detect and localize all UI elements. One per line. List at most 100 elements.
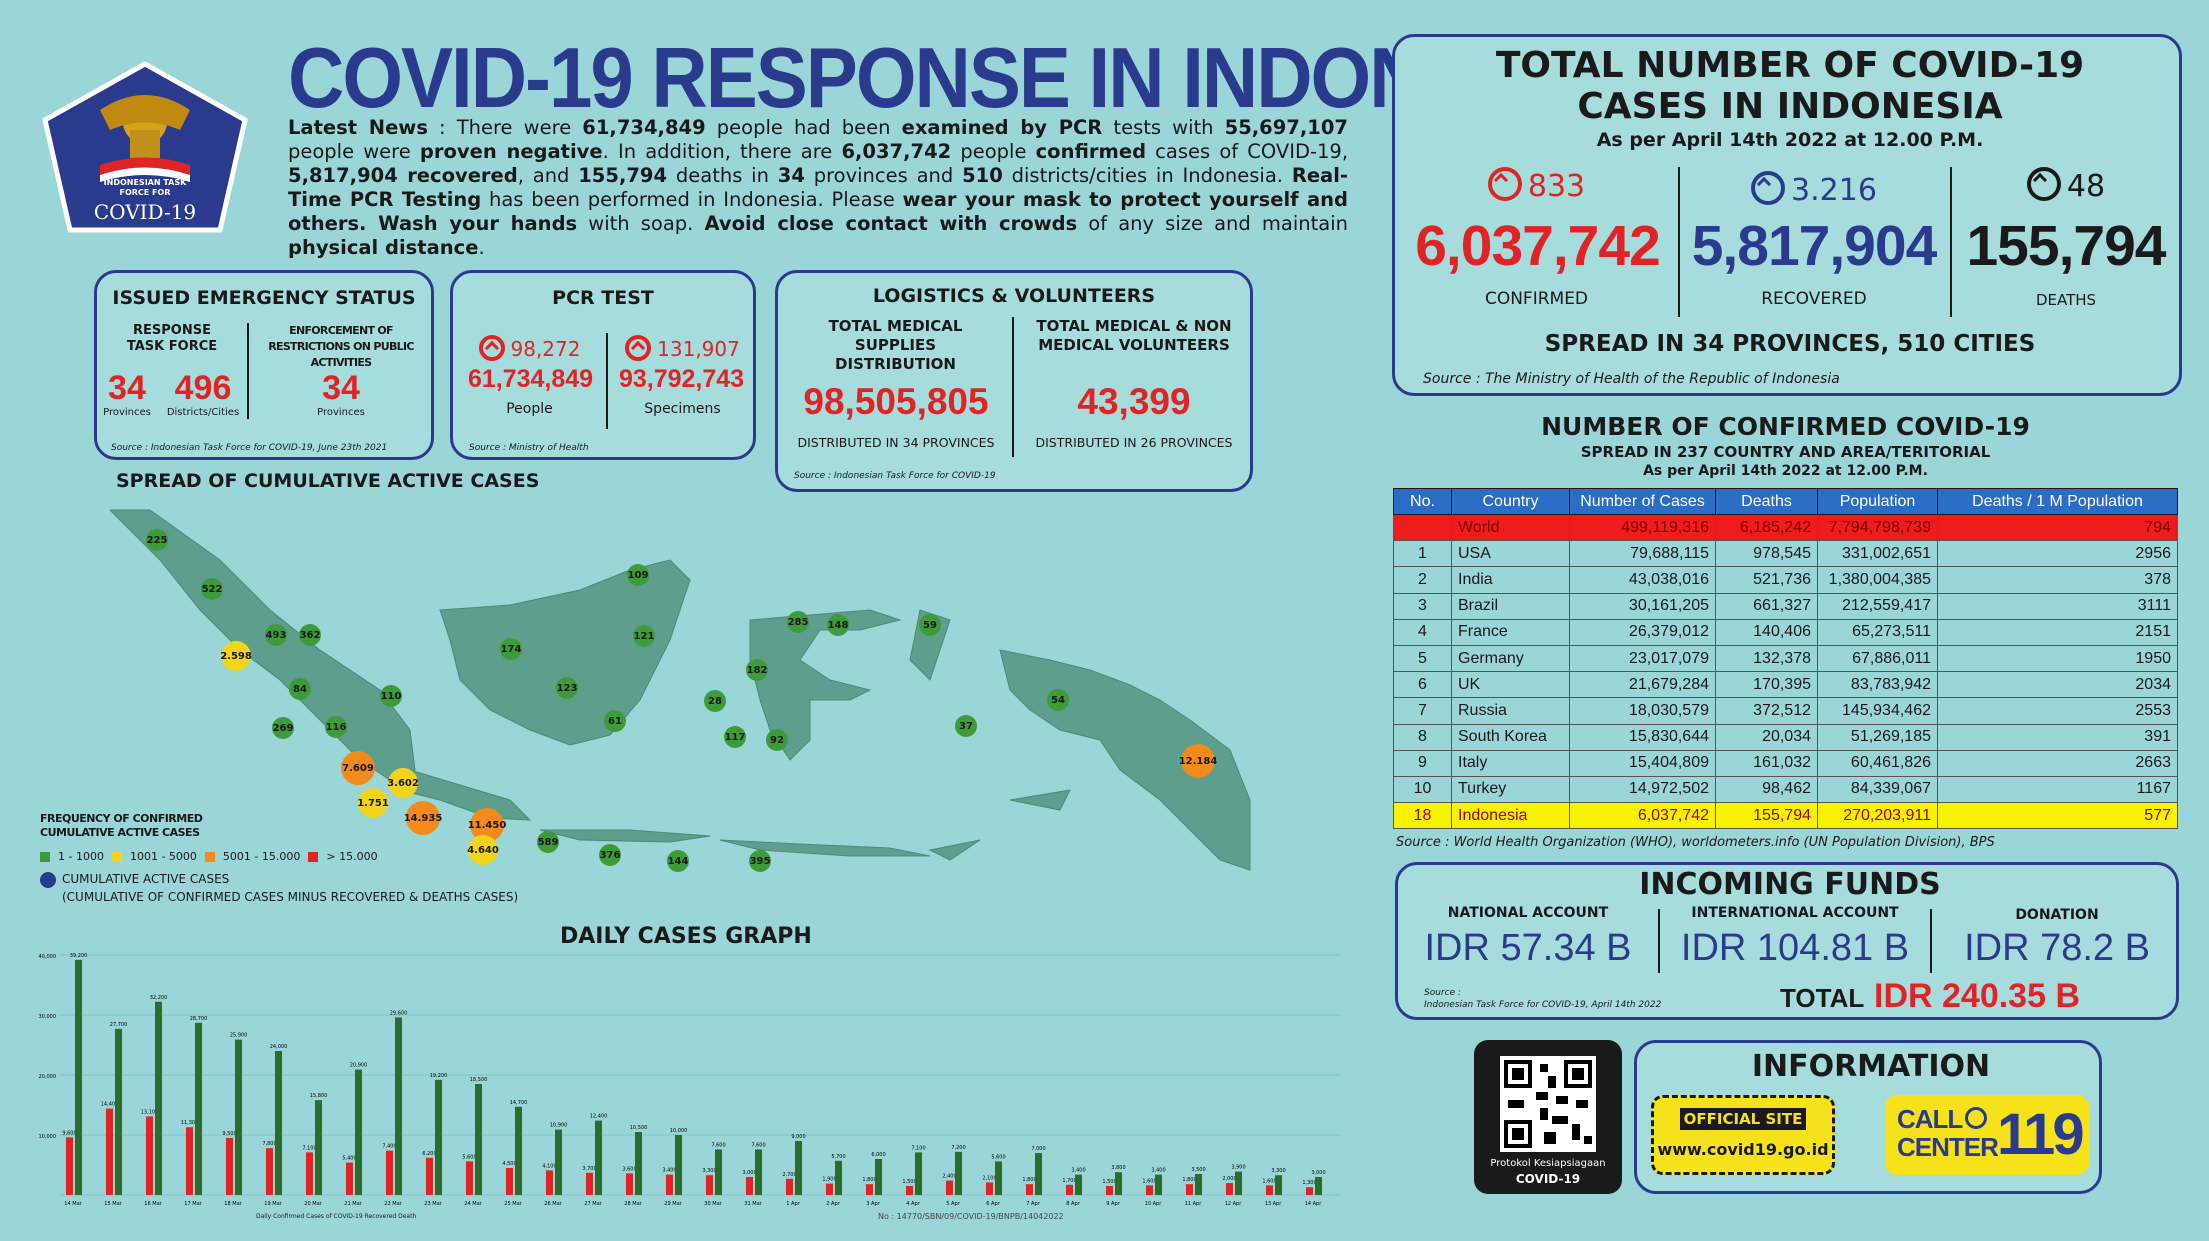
x-tick-label: 19 Mar — [264, 1201, 282, 1207]
official-site-link[interactable]: OFFICIAL SITE www.covid19.go.id — [1651, 1095, 1835, 1175]
bar-value-label: 10,000 — [670, 1128, 688, 1134]
funds-l3: DONATION — [2015, 907, 2099, 923]
y-tick-label: 30,000 — [39, 1014, 57, 1020]
chart-bar — [635, 1132, 642, 1195]
chart-bar — [1306, 1187, 1313, 1195]
bar-value-label: 7,100 — [911, 1145, 925, 1151]
legend-2: 5001 - 15.000 — [222, 850, 301, 863]
table-cell: Brazil — [1451, 592, 1570, 620]
bar-value-label: 19,200 — [430, 1073, 448, 1079]
table-row: 5 Germany 23,017,079 132,378 67,886,011 1950 — [1393, 644, 2178, 673]
qr-card[interactable]: Protokol Kesiapsiagaan COVID-19 — [1474, 1040, 1622, 1194]
emergency-status-panel: ISSUED EMERGENCY STATUS RESPONSE TASK FO… — [94, 270, 434, 460]
emergency-v2: 496 — [174, 369, 232, 407]
table-cell: 2151 — [1937, 618, 2178, 646]
bar-value-label: 1,900 — [822, 1177, 836, 1183]
chart-bar — [435, 1079, 442, 1195]
bar-value-label: 24,000 — [270, 1044, 288, 1050]
table-row: 6 UK 21,679,284 170,395 83,783,942 2034 — [1393, 671, 2178, 699]
table-cell: 2956 — [1937, 540, 2178, 568]
bar-value-label: 7,200 — [951, 1145, 965, 1151]
map-legend: 1 - 1000 1001 - 5000 5001 - 15.000 > 15.… — [40, 850, 378, 863]
emergency-l3: Provinces — [317, 407, 365, 418]
bar-value-label: 28,700 — [190, 1016, 208, 1022]
table-cell: 378 — [1937, 566, 2178, 594]
logistics-d1: DISTRIBUTED IN 34 PROVINCES — [797, 435, 995, 450]
chart-bar — [1235, 1171, 1242, 1195]
funds-source1: Source : — [1424, 988, 1462, 998]
bar-value-label: 2,700 — [782, 1172, 796, 1178]
table-cell: 1 — [1393, 540, 1452, 568]
page-title: COVID-19 RESPONSE IN INDONESIA — [288, 29, 1600, 126]
chart-bar — [946, 1180, 953, 1195]
chart-bar — [315, 1100, 322, 1195]
call-center-button[interactable]: CALL CENTER 119 — [1885, 1095, 2089, 1175]
chart-bar — [226, 1138, 233, 1195]
col-no: No. — [1393, 488, 1452, 515]
legend-swatch-0 — [40, 851, 50, 862]
chart-bar — [1106, 1186, 1113, 1195]
x-tick-label: 3 Apr — [866, 1201, 880, 1207]
chart-bar — [586, 1172, 593, 1195]
total-cases-panel: TOTAL NUMBER OF COVID-19 CASES IN INDONE… — [1392, 34, 2182, 396]
x-tick-label: 14 Apr — [1305, 1201, 1323, 1207]
x-tick-label: 22 Mar — [384, 1201, 402, 1207]
table-cell: 18 — [1393, 802, 1452, 830]
chart-bar — [66, 1137, 73, 1195]
chart-bar — [1186, 1184, 1193, 1195]
bar-value-label: 3,500 — [1191, 1167, 1205, 1173]
bar-value-label: 9,500 — [222, 1131, 236, 1137]
x-tick-label: 2 Apr — [826, 1201, 840, 1207]
bar-value-label: 3,400 — [1071, 1168, 1085, 1174]
bar-value-label: 13,100 — [141, 1109, 159, 1115]
chart-bar — [1195, 1174, 1202, 1195]
emergency-col2: ENFORCEMENT OF RESTRICTIONS ON PUBLIC AC… — [268, 324, 414, 369]
chart-bar — [195, 1022, 202, 1195]
x-tick-label: 31 Mar — [744, 1201, 762, 1207]
bar-value-label: 6,000 — [871, 1152, 885, 1158]
bar-value-label: 3,700 — [582, 1166, 596, 1172]
x-tick-label: 8 Apr — [1066, 1201, 1080, 1207]
table-row: 7 Russia 18,030,579 372,512 145,934,462 2553 — [1393, 697, 2178, 725]
total-asof: As per April 14th 2022 at 12.00 P.M. — [1596, 129, 1984, 151]
logo-line1: INDONESIAN TASK — [103, 178, 187, 187]
world-source: Source : World Health Organization (WHO)… — [1396, 835, 1995, 850]
col-deaths: Deaths — [1715, 488, 1818, 515]
x-tick-label: 20 Mar — [304, 1201, 322, 1207]
table-row: 4 France 26,379,012 140,406 65,273,511 2151 — [1393, 618, 2178, 646]
world-asof: As per April 14th 2022 at 12.00 P.M. — [1643, 463, 1928, 479]
total-inc-deaths: 48 — [1950, 167, 2182, 204]
bar-value-label: 1,300 — [1302, 1180, 1316, 1186]
table-row: 2 India 43,038,016 521,736 1,380,004,385 378 — [1393, 566, 2178, 594]
x-tick-label: 12 Apr — [1225, 1201, 1243, 1207]
col-deaths-per-m: Deaths / 1 M Population — [1937, 488, 2178, 515]
x-tick-label: 17 Mar — [184, 1201, 202, 1207]
table-cell: 6,185,242 — [1715, 513, 1818, 542]
y-tick-label: 40,000 — [39, 954, 57, 960]
pcr-title: PCR TEST — [552, 287, 654, 309]
x-tick-label: 1 Apr — [786, 1201, 800, 1207]
table-cell: Germany — [1451, 644, 1570, 673]
table-cell: 20,034 — [1715, 723, 1818, 751]
bar-value-label: 9,600 — [62, 1130, 76, 1136]
table-cell: 6 — [1393, 671, 1452, 699]
bar-value-label: 5,600 — [991, 1154, 1005, 1160]
official-site-url: www.covid19.go.id — [1657, 1140, 1829, 1159]
col-cases: Number of Cases — [1569, 488, 1716, 515]
emergency-l2: Districts/Cities — [166, 407, 240, 418]
indonesia-map — [110, 509, 1251, 871]
table-cell: 6,037,742 — [1569, 802, 1716, 830]
x-tick-label: 25 Mar — [504, 1201, 522, 1207]
emergency-v3: 34 — [322, 369, 360, 407]
chart-bar — [955, 1151, 962, 1195]
table-cell: UK — [1451, 671, 1570, 699]
x-tick-label: 23 Mar — [424, 1201, 442, 1207]
table-cell: 98,462 — [1715, 775, 1818, 804]
table-cell: 5 — [1393, 644, 1452, 673]
chart-footer: No : 14770/SBN/09/COVID-19/BNPB/14042022 — [878, 1212, 1064, 1221]
bar-value-label: 3,300 — [1271, 1168, 1285, 1174]
table-cell: 145,934,462 — [1817, 697, 1938, 725]
bar-value-label: 29,600 — [390, 1010, 408, 1016]
total-deaths: 155,794 — [1966, 214, 2166, 278]
chart-bar — [106, 1108, 113, 1195]
